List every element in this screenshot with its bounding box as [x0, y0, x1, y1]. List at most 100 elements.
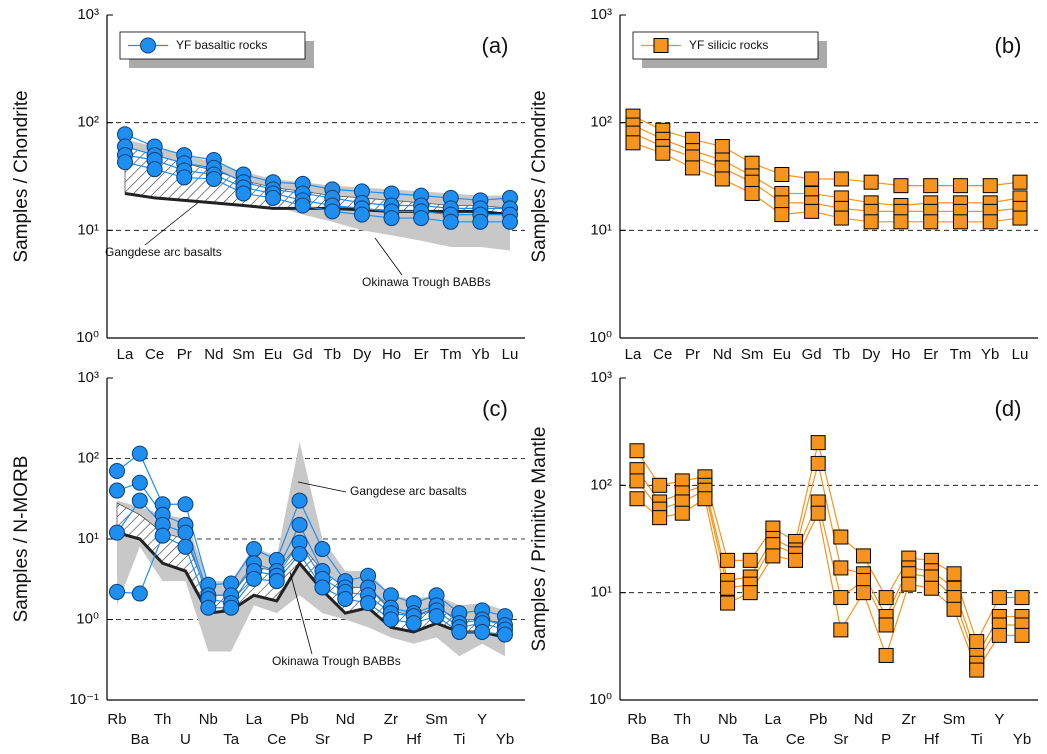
x-tick-label: Y — [994, 711, 1004, 728]
marker — [952, 178, 968, 194]
marker — [652, 477, 668, 493]
marker — [720, 580, 736, 596]
y-tick-label: 10³ — [590, 6, 612, 23]
y-tick-label: 10⁰ — [589, 329, 612, 346]
marker — [833, 529, 849, 545]
marker — [200, 599, 217, 616]
marker — [502, 213, 518, 230]
y-tick-label: 10⁰ — [76, 329, 99, 346]
x-tick-label: Th — [154, 711, 172, 728]
x-tick-label: Yb — [1013, 731, 1031, 748]
marker — [952, 214, 968, 230]
x-tick-label: Ho — [891, 346, 910, 363]
leader-line — [374, 237, 403, 276]
marker — [629, 491, 645, 507]
x-tick-label: La — [765, 711, 782, 728]
marker — [674, 505, 690, 521]
marker — [855, 548, 871, 564]
marker — [176, 169, 193, 186]
x-tick-label: Pr — [177, 346, 192, 363]
legend-label: YF basaltic rocks — [176, 38, 267, 52]
marker — [969, 634, 985, 650]
marker — [131, 474, 148, 491]
x-tick-label: Hf — [924, 731, 940, 748]
marker — [131, 445, 148, 462]
field-label: Gangdese arc basalts — [105, 245, 222, 259]
y-tick-label: 10¹ — [77, 530, 99, 547]
y-axis-label: Samples / Primitive Mantle — [529, 427, 550, 652]
y-tick-label: 10³ — [77, 6, 99, 23]
x-tick-label: Sm — [943, 711, 966, 728]
x-tick-label: Ce — [145, 346, 164, 363]
marker — [428, 608, 445, 625]
x-tick-label: Nb — [199, 711, 218, 728]
x-tick-label: Eu — [264, 346, 282, 363]
field-lower-line — [116, 531, 506, 639]
marker — [154, 527, 171, 544]
marker — [442, 213, 459, 230]
marker — [382, 611, 399, 628]
x-tick-label: Ba — [131, 731, 150, 748]
marker — [804, 203, 820, 219]
x-tick-label: Nb — [718, 711, 737, 728]
x-tick-label: Sr — [833, 731, 848, 748]
marker — [117, 154, 133, 171]
marker — [360, 595, 377, 612]
x-tick-label: Tb — [833, 346, 851, 363]
x-tick-label: Tm — [440, 346, 462, 363]
x-tick-label: Lu — [502, 346, 519, 363]
marker — [177, 538, 194, 555]
marker — [294, 197, 311, 214]
leader-line — [289, 571, 313, 655]
x-tick-label: Tb — [324, 346, 342, 363]
x-tick-label: Ta — [742, 731, 759, 748]
panel-label: (c) — [482, 396, 508, 421]
x-tick-label: La — [117, 346, 134, 363]
marker — [833, 590, 849, 606]
x-tick-label: Pb — [809, 711, 827, 728]
marker — [383, 210, 400, 227]
x-tick-label: Tm — [950, 346, 972, 363]
marker — [878, 647, 894, 663]
x-tick-label: Nd — [854, 711, 873, 728]
marker — [324, 203, 341, 220]
x-tick-label: Ce — [653, 346, 672, 363]
marker — [946, 601, 962, 617]
marker — [109, 583, 125, 600]
marker — [878, 617, 894, 633]
x-tick-label: Eu — [773, 346, 791, 363]
marker — [969, 662, 985, 678]
marker — [893, 178, 909, 194]
marker — [625, 135, 641, 151]
marker — [893, 214, 909, 230]
x-tick-label: U — [700, 731, 711, 748]
marker — [833, 210, 849, 226]
marker — [109, 524, 125, 541]
marker — [314, 579, 331, 596]
marker — [1014, 590, 1030, 606]
x-tick-label: Er — [923, 346, 938, 363]
marker — [1014, 627, 1030, 643]
x-tick-label: Sm — [232, 346, 255, 363]
marker — [451, 623, 468, 640]
marker — [337, 590, 354, 607]
leader-line — [297, 481, 347, 493]
field-label: Gangdese arc basalts — [350, 484, 467, 498]
x-tick-label: P — [363, 731, 373, 748]
marker — [855, 585, 871, 601]
marker — [472, 213, 489, 230]
leader-line — [144, 196, 206, 246]
x-tick-label: Gd — [802, 346, 822, 363]
marker — [923, 214, 939, 230]
marker — [177, 524, 194, 541]
x-tick-label: Y — [477, 711, 487, 728]
legend-marker — [653, 38, 669, 53]
marker — [878, 590, 894, 606]
marker — [901, 576, 917, 592]
marker — [265, 189, 282, 206]
x-tick-label: Zr — [902, 711, 916, 728]
marker — [863, 214, 879, 230]
x-tick-label: Lu — [1012, 346, 1029, 363]
x-tick-label: Hf — [406, 731, 422, 748]
x-tick-label: Gd — [293, 346, 313, 363]
